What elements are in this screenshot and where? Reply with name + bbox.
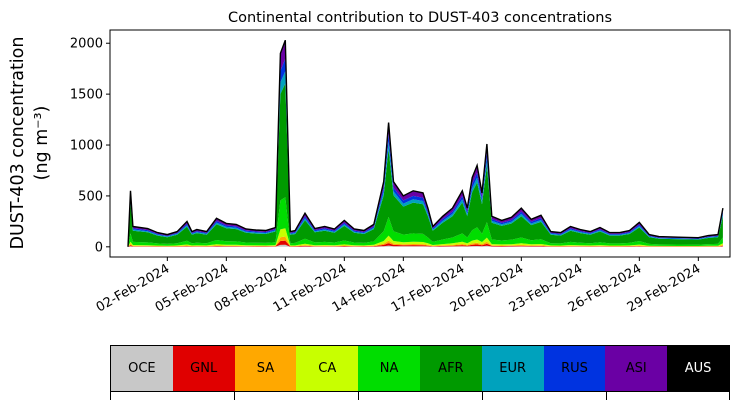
legend-cell-ca: CA (296, 346, 359, 391)
legend-label: RUS (561, 361, 588, 376)
legend-label: OCE (128, 361, 156, 376)
area-series-gnl (128, 240, 723, 247)
legend-label: SA (256, 361, 275, 376)
y-tick-label: 2000 (70, 37, 103, 52)
dust-chart: Continental contribution to DUST-403 con… (8, 10, 731, 315)
colorbar-ticks (110, 392, 730, 402)
legend-label: AFR (438, 361, 464, 376)
colorbar-tick (729, 392, 730, 400)
colorbar-tick (482, 392, 483, 400)
colorbar-tick (110, 392, 111, 400)
y-tick-label: 0 (95, 240, 103, 255)
legend-label: NA (379, 361, 399, 376)
total-concentration-line (127, 39, 724, 247)
legend-label: EUR (499, 361, 527, 376)
colorbar-tick (234, 392, 235, 400)
plot-frame (109, 29, 731, 258)
legend-label: ASI (625, 361, 647, 376)
continent-colorbar: OCE GNL SA CA NA AFR EUR RUS ASI AUS (110, 345, 730, 392)
colorbar-tick (358, 392, 359, 400)
y-axis-label-line1: DUST-403 concentration (8, 37, 28, 250)
legend-label: CA (318, 361, 337, 376)
y-axis-label-line2: (ng m⁻³) (32, 106, 52, 181)
legend-label: GNL (190, 361, 218, 376)
legend-cell-afr: AFR (419, 346, 482, 391)
legend-cell-na: NA (358, 346, 420, 391)
legend-cell-gnl: GNL (172, 346, 235, 391)
area-series-ca (128, 228, 723, 247)
legend-cell-asi: ASI (605, 346, 668, 391)
legend-cell-sa: SA (234, 346, 297, 391)
area-series-na (128, 197, 723, 247)
legend-cell-rus: RUS (543, 346, 606, 391)
legend-cell-oce: OCE (111, 346, 173, 391)
legend-label: AUS (684, 361, 712, 376)
legend-cell-aus: AUS (667, 346, 729, 391)
legend-cell-eur: EUR (481, 346, 544, 391)
area-series-sa (128, 236, 723, 247)
y-tick-label: 1500 (70, 88, 103, 103)
area-series-oce (128, 244, 723, 247)
colorbar-tick (606, 392, 607, 400)
chart-title: Continental contribution to DUST-403 con… (228, 10, 612, 26)
y-tick-label: 1000 (70, 139, 103, 154)
y-tick-label: 500 (78, 189, 103, 204)
